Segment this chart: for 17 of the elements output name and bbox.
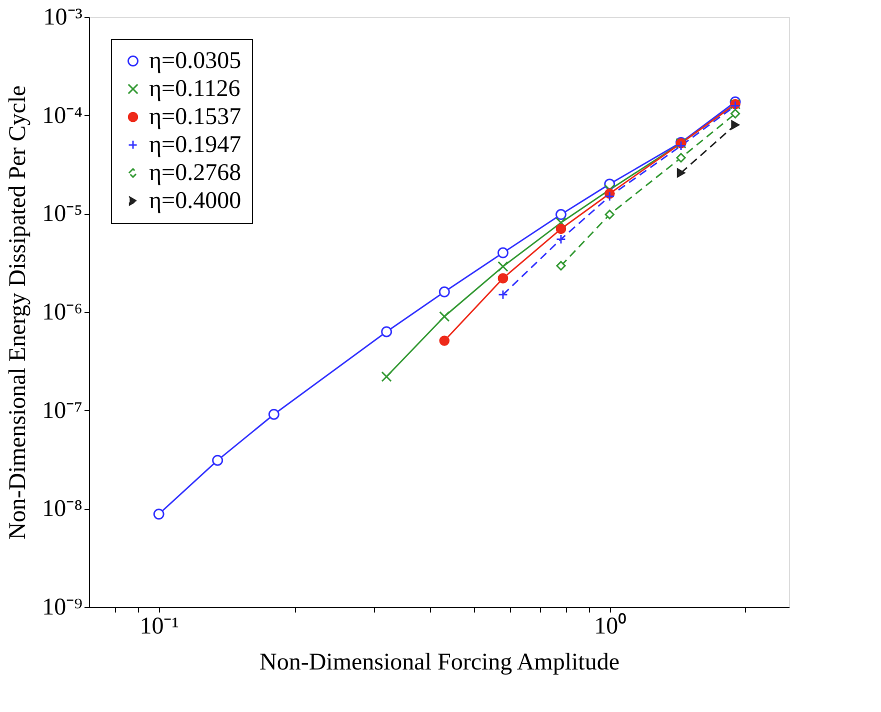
legend-label: η=0.1126	[149, 76, 240, 102]
y-tick-label: 10⁻⁵	[42, 201, 82, 228]
y-tick-label: 10⁻⁶	[42, 300, 82, 326]
legend-label: η=0.0305	[149, 48, 242, 74]
legend-label: η=0.4000	[149, 188, 242, 214]
y-tick-label: 10⁻⁴	[42, 102, 82, 129]
y-tick-label: 10⁻⁸	[42, 496, 82, 522]
x-axis-title: Non-Dimensional Forcing Amplitude	[260, 650, 620, 676]
legend-label: η=0.1537	[149, 104, 242, 130]
y-tick-label: 10⁻³	[43, 4, 82, 30]
x-tick-label: 10⁰	[594, 612, 626, 640]
y-tick-label: 10⁻⁹	[42, 594, 82, 620]
x-tick-label: 10⁻¹	[140, 614, 179, 640]
legend-label: η=0.2768	[149, 160, 242, 186]
legend-label: η=0.1947	[149, 132, 242, 158]
y-tick-label: 10⁻⁷	[42, 398, 82, 424]
y-axis-title: Non-Dimensional Energy Dissipated Per Cycle	[5, 85, 32, 540]
